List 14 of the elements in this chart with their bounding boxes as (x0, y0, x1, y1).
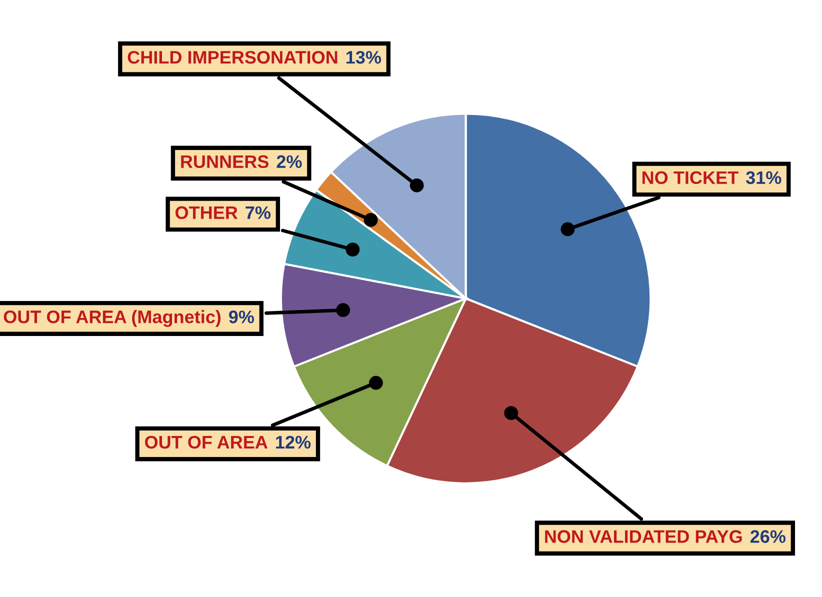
data-label: 13% (346, 50, 382, 64)
data-label: 2% (276, 155, 302, 168)
slice-label: NON VALIDATED PAYG (545, 530, 742, 543)
slice-label: CHILD IMPERSONATION (128, 50, 338, 64)
slice-label: OTHER (175, 206, 238, 220)
data-label: 7% (246, 206, 271, 220)
slice-label: RUNNERS (181, 155, 268, 168)
data-label: 9% (229, 310, 254, 324)
slice-label: OUT OF AREA (Magnetic) (4, 310, 221, 327)
data-label: 26% (750, 530, 786, 543)
slice-label: OUT OF AREA (145, 436, 268, 449)
data-label: 12% (276, 436, 311, 449)
slice-label: NO TICKET (642, 171, 738, 184)
data-label: 31% (746, 171, 782, 184)
